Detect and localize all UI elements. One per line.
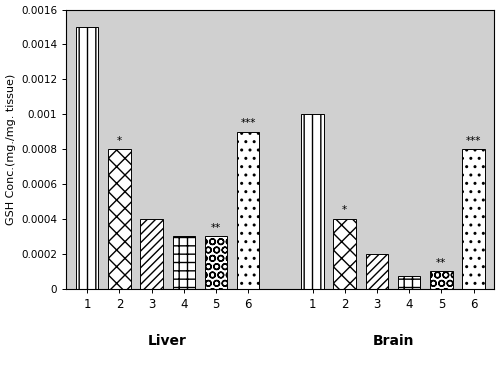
Bar <box>366 254 388 289</box>
Bar <box>237 132 260 289</box>
Text: ***: *** <box>240 118 256 128</box>
Text: ***: *** <box>466 135 481 145</box>
Bar <box>334 219 356 289</box>
Text: **: ** <box>211 223 221 233</box>
Bar <box>108 149 130 289</box>
Bar <box>204 236 227 289</box>
Bar <box>140 219 163 289</box>
Text: *: * <box>117 135 122 145</box>
Bar <box>76 27 98 289</box>
Text: Liver: Liver <box>148 334 187 348</box>
Bar <box>172 236 195 289</box>
Text: *: * <box>342 205 347 215</box>
Bar <box>430 271 452 289</box>
Text: **: ** <box>436 258 446 268</box>
Bar <box>398 276 420 289</box>
Text: Brain: Brain <box>372 334 414 348</box>
Bar <box>462 149 485 289</box>
Bar <box>302 114 324 289</box>
Y-axis label: GSH Conc.(mg./mg. tissue): GSH Conc.(mg./mg. tissue) <box>6 73 16 225</box>
